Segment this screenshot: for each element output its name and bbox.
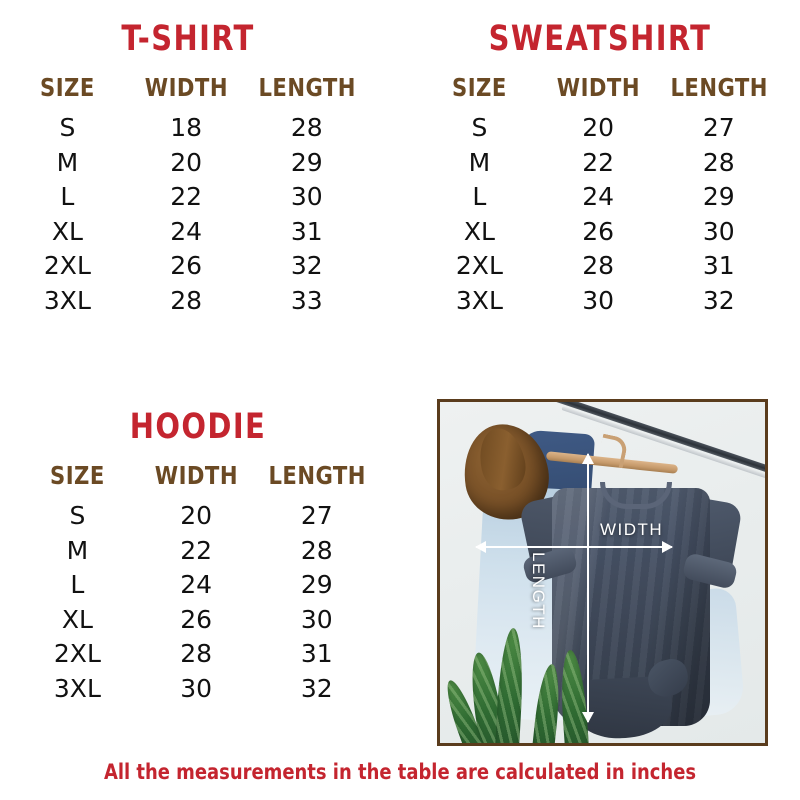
cell-size: 2XL [455, 251, 503, 280]
cell-width: 20 [582, 113, 615, 142]
cell-size: M [468, 147, 491, 177]
table-row: S 20 27 [18, 499, 378, 534]
cell-width: 20 [170, 147, 203, 177]
cell-size: 3XL [455, 285, 503, 315]
table-row: M 20 29 [8, 146, 368, 181]
table-tshirt: SIZE WIDTH LENGTH S 18 28 M 20 29 L [8, 73, 368, 318]
cell-size: XL [61, 604, 93, 634]
cell-size: 2XL [43, 251, 91, 280]
cell-width: 24 [582, 182, 615, 211]
cell-width: 26 [582, 216, 615, 246]
cell-size: L [472, 182, 487, 211]
table-hoodie: SIZE WIDTH LENGTH S 20 27 M 22 28 L [18, 461, 378, 706]
table-row: L 22 30 [8, 180, 368, 215]
cell-width: 30 [180, 673, 213, 703]
cell-length: 32 [702, 285, 735, 315]
cell-width: 26 [180, 604, 213, 634]
measurement-photo: WIDTH LENGTH [437, 399, 768, 746]
measurement-units-note: All the measurements in the table are ca… [103, 760, 697, 784]
cell-width: 24 [180, 570, 213, 599]
cell-length: 31 [702, 251, 735, 280]
cell-size: M [56, 147, 79, 177]
column-header-length: LENGTH [258, 73, 356, 102]
column-header-length: LENGTH [670, 73, 768, 102]
column-header-width: WIDTH [144, 73, 228, 102]
table-row: 3XL 30 32 [18, 672, 378, 707]
table-row: L 24 29 [420, 180, 780, 215]
column-header-size: SIZE [452, 73, 507, 102]
column-header-width: WIDTH [556, 73, 640, 102]
cell-length: 32 [300, 673, 333, 703]
table-sweatshirt: SIZE WIDTH LENGTH S 20 27 M 22 28 L [420, 73, 780, 318]
table-row: S 18 28 [8, 111, 368, 146]
cell-length: 27 [702, 113, 735, 142]
table-row: L 24 29 [18, 568, 378, 603]
table-title-sweatshirt: SWEATSHIRT [488, 19, 712, 59]
table-header-row: SIZE WIDTH LENGTH [8, 73, 368, 111]
cell-width: 20 [180, 501, 213, 530]
cell-length: 27 [300, 501, 333, 530]
cell-length: 29 [290, 147, 323, 177]
column-header-size: SIZE [50, 461, 105, 490]
cell-length: 32 [290, 251, 323, 280]
size-table-hoodie: HOODIE SIZE WIDTH LENGTH S 20 27 M 22 2 [18, 410, 378, 706]
table-row: XL 26 30 [18, 603, 378, 638]
cell-size: XL [51, 216, 83, 246]
table-title-tshirt: T-SHIRT [121, 19, 255, 59]
table-row: XL 26 30 [420, 215, 780, 250]
cell-width: 22 [170, 182, 203, 211]
cell-size: L [70, 570, 85, 599]
cell-width: 22 [180, 535, 213, 565]
column-header-length: LENGTH [268, 461, 366, 490]
column-header-size: SIZE [40, 73, 95, 102]
cell-size: 3XL [43, 285, 91, 315]
cell-length: 28 [300, 535, 333, 565]
cell-length: 28 [702, 147, 735, 177]
cell-size: 2XL [53, 639, 101, 668]
cell-size: 3XL [53, 673, 101, 703]
cell-size: S [471, 113, 488, 142]
table-row: 2XL 28 31 [18, 637, 378, 672]
size-table-sweatshirt: SWEATSHIRT SIZE WIDTH LENGTH S 20 27 M 2… [420, 22, 780, 318]
cell-width: 28 [170, 285, 203, 315]
cell-length: 28 [290, 113, 323, 142]
cell-size: M [66, 535, 89, 565]
table-row: 3XL 30 32 [420, 284, 780, 319]
cell-size: S [59, 113, 76, 142]
cell-width: 24 [170, 216, 203, 246]
table-row: M 22 28 [18, 534, 378, 569]
table-row: 2XL 28 31 [420, 249, 780, 284]
cell-length: 29 [702, 182, 735, 211]
photo-inner: WIDTH LENGTH [440, 402, 765, 743]
table-header-row: SIZE WIDTH LENGTH [420, 73, 780, 111]
table-title-hoodie: HOODIE [129, 407, 267, 447]
cell-width: 30 [582, 285, 615, 315]
table-row: M 22 28 [420, 146, 780, 181]
cell-width: 28 [180, 639, 213, 668]
cell-size: S [69, 501, 86, 530]
table-row: XL 24 31 [8, 215, 368, 250]
cell-width: 26 [170, 251, 203, 280]
cell-length: 31 [290, 216, 323, 246]
table-row: 3XL 28 33 [8, 284, 368, 319]
cell-width: 18 [170, 113, 203, 142]
size-table-tshirt: T-SHIRT SIZE WIDTH LENGTH S 18 28 M 20 [8, 22, 368, 318]
cell-width: 22 [582, 147, 615, 177]
table-row: 2XL 26 32 [8, 249, 368, 284]
cell-length: 30 [290, 182, 323, 211]
cell-size: XL [463, 216, 495, 246]
cell-length: 33 [290, 285, 323, 315]
table-row: S 20 27 [420, 111, 780, 146]
cell-length: 30 [300, 604, 333, 634]
cell-length: 30 [702, 216, 735, 246]
tshirt-photo [518, 464, 743, 741]
cell-length: 29 [300, 570, 333, 599]
table-header-row: SIZE WIDTH LENGTH [18, 461, 378, 499]
cell-length: 31 [300, 639, 333, 668]
cell-width: 28 [582, 251, 615, 280]
cell-size: L [60, 182, 75, 211]
column-header-width: WIDTH [154, 461, 238, 490]
